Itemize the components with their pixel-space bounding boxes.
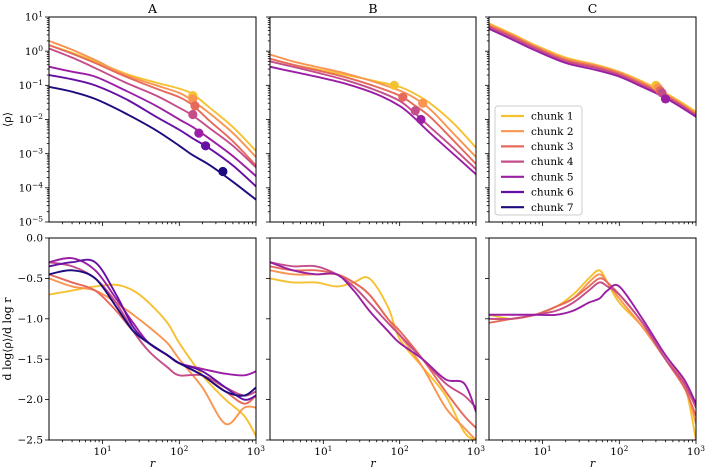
axis-frame <box>269 16 477 223</box>
density-marker-chunk-6 <box>200 141 211 151</box>
y-tick-label: −0.5 <box>18 273 44 285</box>
y-tick-label: 10−3 <box>19 146 44 160</box>
x-tick-label: 102 <box>170 444 188 458</box>
density-line-chunk-3 <box>270 57 476 165</box>
x-tick-label: 102 <box>391 444 409 458</box>
y-tick-label: 10−5 <box>19 215 44 229</box>
density-line-chunk-1 <box>270 57 476 149</box>
slope-line-chunk-5 <box>49 257 256 377</box>
axis-frame <box>269 237 477 441</box>
y-axis-label-top: ⟨ρ⟩ <box>1 112 14 127</box>
y-tick-label: 10−1 <box>19 78 43 92</box>
y-tick-label: 101 <box>25 10 43 24</box>
legend-label: chunk 5 <box>531 171 574 183</box>
y-tick-label: 100 <box>25 44 43 58</box>
x-tick-label: 103 <box>687 444 705 458</box>
density-line-chunk-2 <box>49 39 256 158</box>
density-line-chunk-4 <box>270 60 476 171</box>
slope-line-chunk-3 <box>489 277 696 417</box>
x-tick-label: 101 <box>534 444 552 458</box>
legend-label: chunk 3 <box>531 141 574 153</box>
x-axis-label: r <box>590 457 596 470</box>
slope-line-chunk-2 <box>49 277 256 426</box>
x-tick-label: 101 <box>314 444 332 458</box>
density-line-chunk-4 <box>49 47 256 169</box>
density-line-chunk-6 <box>49 74 256 188</box>
density-marker-chunk-5 <box>660 94 671 104</box>
density-line-chunk-4 <box>489 26 696 117</box>
panel-c-density <box>489 22 696 118</box>
legend-label: chunk 2 <box>531 126 574 138</box>
panel-a-slope <box>49 257 256 437</box>
x-tick-label: 101 <box>94 444 112 458</box>
density-marker-chunk-3 <box>398 92 408 102</box>
legend: chunk 1 chunk 2 chunk 3 chunk 4 chunk 5 chunk… <box>494 105 583 216</box>
y-tick-label: 10−2 <box>19 112 44 126</box>
density-line-chunk-5 <box>49 65 256 178</box>
legend-label: chunk 4 <box>531 156 574 168</box>
density-marker-chunk-4 <box>188 109 198 120</box>
x-tick-label: 103 <box>467 444 485 458</box>
slope-line-chunk-3 <box>49 273 256 405</box>
x-axis-label: r <box>150 457 156 470</box>
slope-line-chunk-1 <box>270 276 476 440</box>
density-line-chunk-3 <box>489 24 696 116</box>
slope-line-chunk-2 <box>270 269 476 440</box>
x-tick-label: 102 <box>610 444 628 458</box>
y-tick-label: −1.0 <box>18 313 44 325</box>
slope-line-chunk-5 <box>489 283 696 405</box>
panel-b-density <box>270 53 476 176</box>
x-tick-label: 103 <box>247 444 265 458</box>
slope-line-chunk-7 <box>49 269 256 397</box>
density-marker-chunk-1 <box>389 80 399 90</box>
density-line-chunk-3 <box>49 44 256 167</box>
panel-title-c: C <box>588 1 598 16</box>
y-tick-label: 10−4 <box>19 180 44 194</box>
density-line-chunk-2 <box>270 53 476 158</box>
density-marker-chunk-3 <box>190 101 200 111</box>
density-line-chunk-1 <box>49 44 256 152</box>
legend-label: chunk 7 <box>531 202 574 214</box>
panel-c-slope <box>489 269 696 440</box>
y-tick-label: 0.0 <box>26 233 43 245</box>
axis-frame <box>488 237 697 441</box>
density-marker-chunk-5 <box>194 128 204 138</box>
slope-line-chunk-4 <box>270 261 476 409</box>
y-tick-label: −2.0 <box>18 394 44 406</box>
legend-box <box>494 105 583 216</box>
legend-label: chunk 1 <box>531 111 574 123</box>
axis-frame <box>48 237 257 441</box>
panel-title-b: B <box>368 1 377 16</box>
density-line-chunk-5 <box>489 27 696 118</box>
x-axis-label: r <box>370 457 376 470</box>
density-marker-chunk-4 <box>410 106 420 116</box>
density-marker-chunk-7 <box>218 166 228 177</box>
y-tick-label: −2.5 <box>18 435 44 447</box>
y-axis-label-bottom: d log⟨ρ⟩/d log r <box>1 297 14 381</box>
slope-line-chunk-5 <box>270 261 476 413</box>
slope-line-chunk-1 <box>49 283 256 437</box>
y-tick-label: −1.5 <box>18 354 44 366</box>
density-marker-chunk-2 <box>418 98 428 108</box>
panel-a-density <box>49 39 256 201</box>
slope-line-chunk-2 <box>489 273 696 425</box>
density-marker-chunk-2 <box>188 94 198 104</box>
legend-label: chunk 6 <box>531 187 574 199</box>
slope-line-chunk-3 <box>270 265 476 429</box>
panel-b-slope <box>270 261 476 440</box>
panel-title-a: A <box>147 1 158 16</box>
density-line-chunk-5 <box>270 65 476 176</box>
density-marker-chunk-5 <box>416 114 426 125</box>
